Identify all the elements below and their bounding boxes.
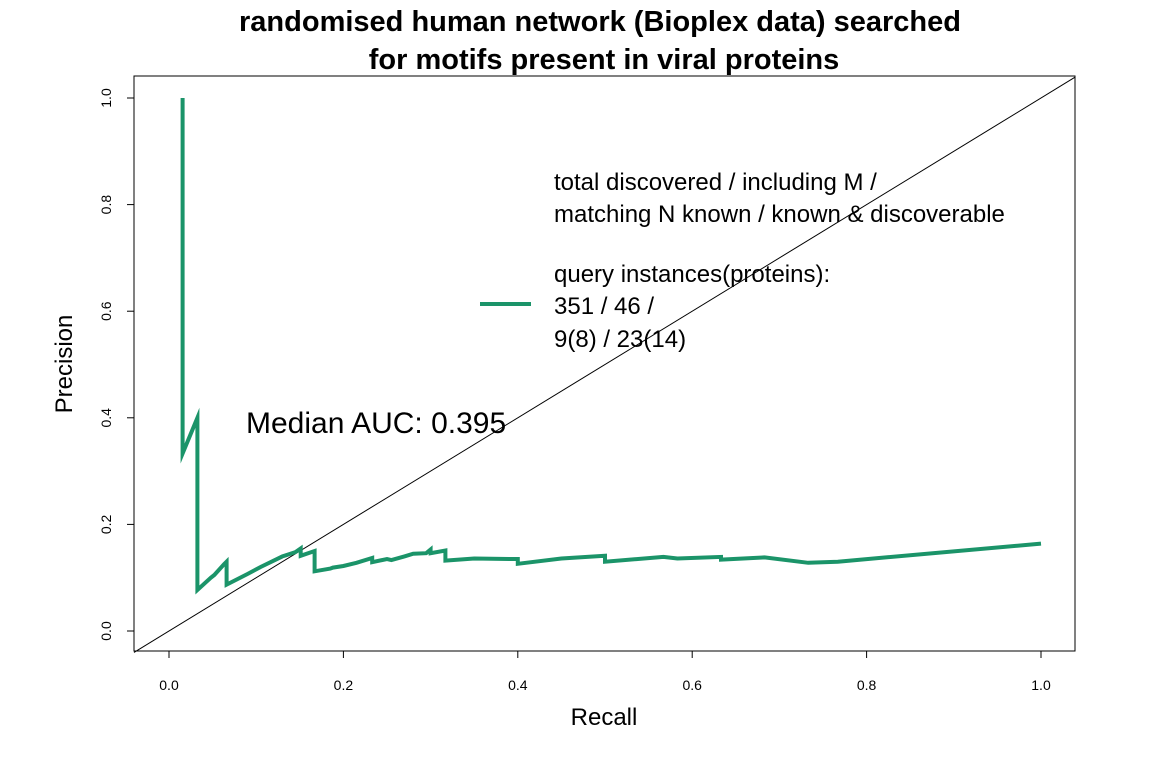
y-axis-label: Precision [51, 315, 78, 414]
y-tick-label: 0.4 [98, 408, 114, 428]
legend-header-line-2: matching N known / known & discoverable [554, 201, 1005, 228]
x-axis-label: Recall [571, 704, 638, 731]
legend-entry-line-2: 351 / 46 / [554, 293, 654, 320]
y-tick-label: 0.0 [98, 621, 114, 641]
y-tick-label: 0.2 [98, 514, 114, 534]
y-tick-label: 0.6 [98, 301, 114, 321]
x-tick-label: 1.0 [1031, 677, 1051, 693]
median-auc-annotation: Median AUC: 0.395 [246, 407, 506, 440]
legend: total discovered / including M / matchin… [480, 169, 1005, 353]
chart-title-line-1: randomised human network (Bioplex data) … [239, 6, 961, 38]
chart-title-line-2: for motifs present in viral proteins [369, 44, 840, 76]
legend-entry-line-1: query instances(proteins): [554, 261, 830, 288]
x-tick-label: 0.4 [508, 677, 528, 693]
random-baseline-diagonal [133, 76, 1076, 653]
plot-frame [133, 75, 1076, 652]
x-tick-label: 0.6 [682, 677, 702, 693]
x-tick-label: 0.0 [159, 677, 179, 693]
legend-entry-line-3: 9(8) / 23(14) [554, 326, 686, 353]
y-tick-label: 0.8 [98, 195, 114, 215]
x-tick-label: 0.2 [334, 677, 354, 693]
y-axis: 0.0 0.2 0.4 0.6 0.8 1.0 [98, 88, 134, 641]
x-tick-label: 0.8 [857, 677, 877, 693]
x-axis: 0.0 0.2 0.4 0.6 0.8 1.0 [159, 651, 1051, 693]
legend-header-line-1: total discovered / including M / [554, 169, 877, 196]
y-tick-label: 1.0 [98, 88, 114, 108]
precision-recall-curve [180, 98, 1042, 595]
